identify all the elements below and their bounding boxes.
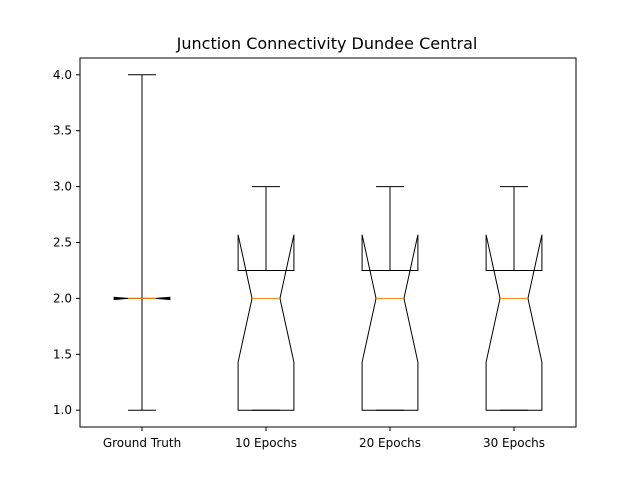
y-tick-label: 3.0 (53, 180, 72, 194)
y-tick-label: 1.0 (53, 403, 72, 417)
box-1 (237, 186, 295, 411)
y-tick-label: 1.5 (53, 347, 72, 361)
box-body (113, 296, 171, 301)
x-axis: Ground Truth 10 Epochs 20 Epochs 30 Epochs (103, 427, 545, 450)
plot-frame (79, 57, 577, 428)
box-3 (485, 186, 543, 411)
x-tick-label: 30 Epochs (483, 436, 545, 450)
x-tick-label: 20 Epochs (359, 436, 421, 450)
box-2 (361, 186, 419, 411)
box-body (485, 234, 543, 411)
x-tick-label: Ground Truth (103, 436, 181, 450)
boxes (113, 74, 543, 411)
x-tick-label: 10 Epochs (235, 436, 297, 450)
y-tick-label: 3.5 (53, 124, 72, 138)
box-body (361, 234, 419, 411)
chart-title: Junction Connectivity Dundee Central (176, 34, 478, 53)
y-tick-label: 2.5 (53, 236, 72, 250)
box-body (237, 234, 295, 411)
y-tick-label: 2.0 (53, 291, 72, 305)
y-axis: 1.0 1.5 2.0 2.5 3.0 3.5 4.0 (53, 68, 80, 417)
y-tick-label: 4.0 (53, 68, 72, 82)
box-0 (113, 74, 171, 411)
